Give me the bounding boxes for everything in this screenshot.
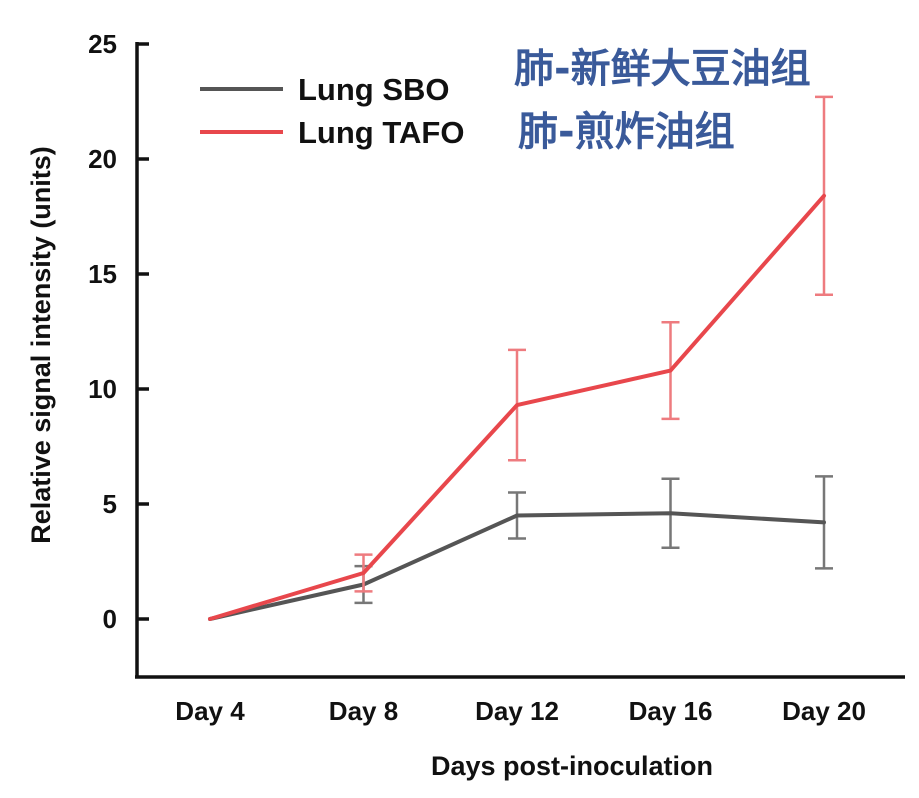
y-tick-label: 20 (88, 144, 117, 174)
y-tick-label: 5 (103, 489, 117, 519)
legend-label-lung-tafo: Lung TAFO (298, 115, 464, 150)
series-line-lung-tafo (208, 193, 826, 621)
x-axis: Day 4 Day 8 Day 12 Day 16 Day 20 (135, 675, 905, 726)
x-tick-label: Day 20 (782, 696, 866, 726)
y-tick-label: 10 (88, 374, 117, 404)
series-line-lung-sbo (208, 511, 826, 621)
y-axis: 0 5 10 15 20 25 (88, 29, 149, 677)
x-tick-label: Day 4 (175, 696, 245, 726)
series-lung-tafo (208, 95, 833, 621)
series-lung-sbo (208, 475, 833, 621)
annotation-fried-oil: 肺-煎炸油组 (518, 109, 735, 155)
x-tick-label: Day 16 (629, 696, 713, 726)
x-tick-label: Day 12 (475, 696, 559, 726)
legend-label-lung-sbo: Lung SBO (298, 72, 450, 107)
x-tick-label: Day 8 (329, 696, 398, 726)
y-tick-label: 15 (88, 259, 117, 289)
y-tick-label: 0 (103, 604, 117, 634)
y-axis-title: Relative signal intensity (units) (26, 146, 56, 544)
series-layer (208, 95, 833, 621)
x-axis-title: Days post-inoculation (431, 751, 713, 781)
legend: Lung SBO Lung TAFO (200, 72, 464, 150)
y-tick-label: 25 (88, 29, 117, 59)
annotation-fresh-soybean-oil: 肺-新鲜大豆油组 (514, 46, 811, 92)
